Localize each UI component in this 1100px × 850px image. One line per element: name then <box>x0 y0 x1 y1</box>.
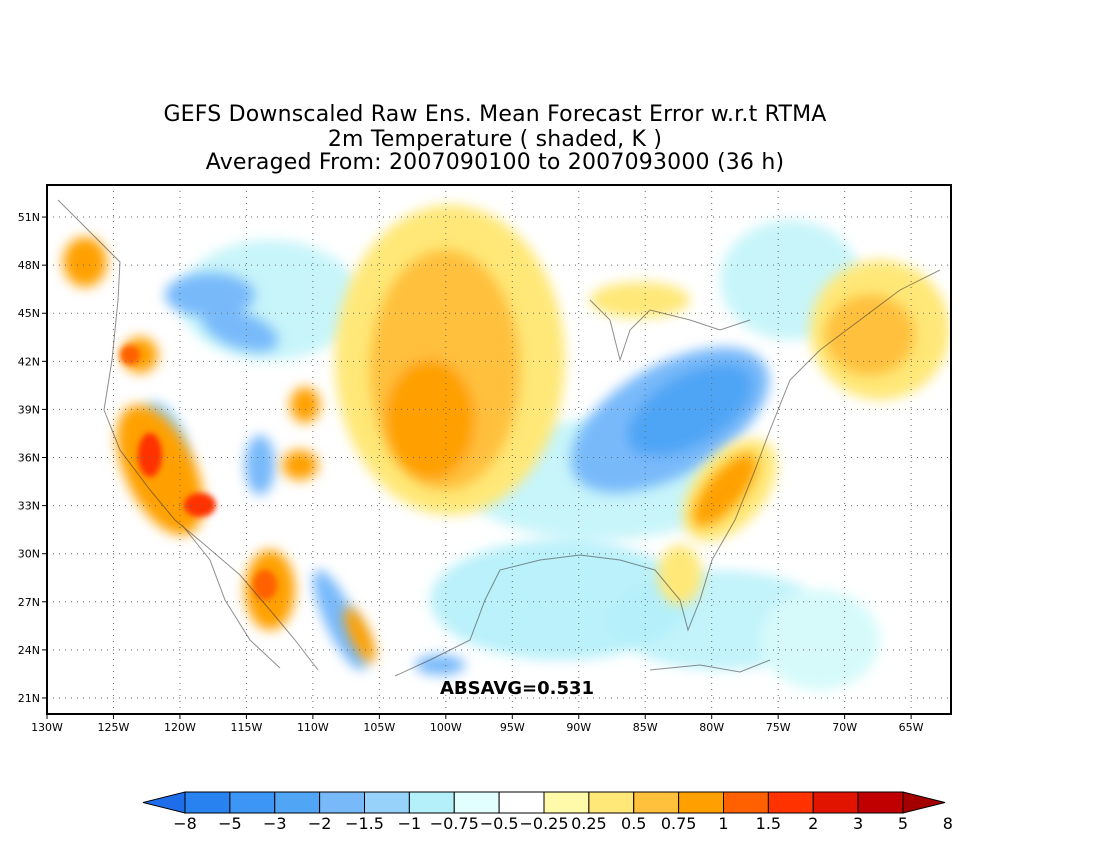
colorbar-label: −0.75 <box>430 814 479 833</box>
lon-tick-label: 75W <box>766 721 791 734</box>
colorbar-swatch <box>229 791 276 814</box>
colorbar-label: −2 <box>308 814 332 833</box>
lat-tick-label: 39N <box>18 403 40 416</box>
warm-bias-red <box>120 345 277 600</box>
colorbar <box>142 791 946 814</box>
coastlines <box>57 199 941 677</box>
absavg-annotation: ABSAVG=0.531 <box>440 678 594 699</box>
colorbar-label: 3 <box>853 814 863 833</box>
chart-title-line-3: Averaged From: 2007090100 to 2007093000 … <box>205 150 785 175</box>
colorbar-swatch <box>723 791 769 814</box>
colorbar-label: −0.5 <box>480 814 519 833</box>
colorbar-swatch <box>678 791 724 814</box>
colorbar-swatch <box>857 791 904 814</box>
colorbar-label: −0.25 <box>519 814 568 833</box>
longitude-tick-labels: 130W 125W 120W 115W 110W 105W 100W 95W 90W 85W 80W… <box>31 714 924 734</box>
lat-tick-label: 21N <box>18 692 40 705</box>
lat-tick-label: 27N <box>18 596 40 609</box>
lon-tick-label: 90W <box>566 721 591 734</box>
colorbar-swatch <box>184 791 231 814</box>
lat-tick-label: 24N <box>18 644 40 657</box>
colorbar-arrow-low <box>142 791 186 814</box>
lat-tick-label: 45N <box>18 307 40 320</box>
colorbar-label: 5 <box>898 814 908 833</box>
lon-tick-label: 85W <box>633 721 658 734</box>
colorbar-swatch <box>543 791 590 814</box>
lon-tick-label: 105W <box>363 721 395 734</box>
colorbar-label: 0.25 <box>571 814 607 833</box>
colorbar-label: −3 <box>263 814 287 833</box>
colorbar-swatch <box>633 791 680 814</box>
colorbar-swatch <box>319 791 365 814</box>
colorbar-swatch <box>498 791 545 814</box>
lat-tick-label: 36N <box>18 452 40 465</box>
warm-bias-orange <box>63 237 915 663</box>
lon-tick-label: 80W <box>699 721 724 734</box>
lat-tick-label: 33N <box>18 500 40 513</box>
lat-tick-label: 51N <box>18 211 40 224</box>
colorbar-swatch <box>364 791 410 814</box>
colorbar-swatch <box>812 791 859 814</box>
lat-tick-label: 48N <box>18 259 40 272</box>
graticule <box>47 185 951 714</box>
colorbar-label: −1.5 <box>345 814 384 833</box>
lat-tick-label: 42N <box>18 355 40 368</box>
lon-tick-label: 110W <box>297 721 329 734</box>
plot-frame <box>46 184 952 715</box>
colorbar-labels: −8 −5 −3 −2 −1.5 −1 −0.75 −0.5 −0.25 0.25 0.5 0.75 1… <box>173 814 953 833</box>
lon-tick-label: 65W <box>899 721 924 734</box>
colorbar-label: −5 <box>218 814 242 833</box>
map-plot-area <box>47 185 951 714</box>
colorbar-arrow-high <box>902 791 946 814</box>
colorbar-swatch <box>588 791 635 814</box>
colorbar-label: 0.5 <box>621 814 646 833</box>
colorbar-label: 2 <box>808 814 818 833</box>
colorbar-swatch <box>767 791 814 814</box>
colorbar-swatch <box>408 791 455 814</box>
lon-tick-label: 120W <box>164 721 196 734</box>
colorbar-label: 1.5 <box>756 814 781 833</box>
colorbar-label: 1 <box>718 814 728 833</box>
latitude-tick-labels: 51N 48N 45N 42N 39N 36N 33N 30N 27N 24N 21N <box>18 211 47 705</box>
colorbar-swatch <box>453 791 500 814</box>
lon-tick-label: 115W <box>230 721 262 734</box>
colorbar-label: 8 <box>943 814 953 833</box>
chart-title-line-2: 2m Temperature ( shaded, K ) <box>327 127 663 152</box>
lon-tick-label: 70W <box>832 721 857 734</box>
colorbar-label: −8 <box>173 814 197 833</box>
chart-title-line-1: GEFS Downscaled Raw Ens. Mean Forecast E… <box>163 102 827 127</box>
lon-tick-label: 95W <box>500 721 525 734</box>
lon-tick-label: 130W <box>31 721 63 734</box>
lon-tick-label: 125W <box>98 721 130 734</box>
lon-tick-label: 100W <box>430 721 462 734</box>
colorbar-label: −1 <box>398 814 422 833</box>
colorbar-swatch <box>274 791 321 814</box>
colorbar-label: 0.75 <box>661 814 697 833</box>
lat-tick-label: 30N <box>18 548 40 561</box>
